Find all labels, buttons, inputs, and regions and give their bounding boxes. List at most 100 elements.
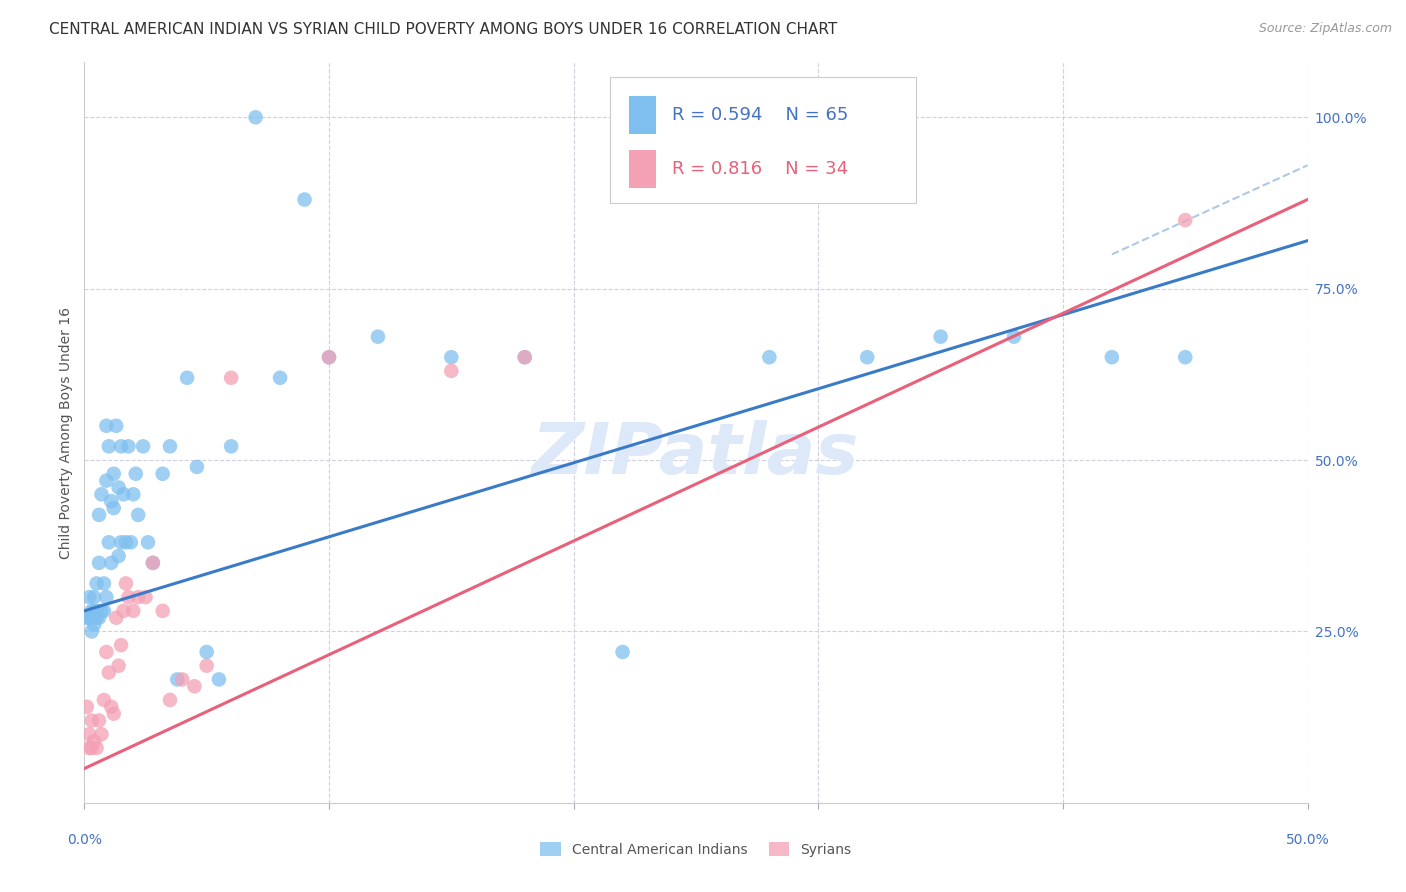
Point bbox=[103, 467, 125, 481]
Point bbox=[100, 494, 122, 508]
Point bbox=[245, 110, 267, 124]
Point bbox=[513, 350, 536, 364]
Point bbox=[77, 590, 100, 604]
Point bbox=[110, 535, 132, 549]
Point bbox=[93, 604, 115, 618]
FancyBboxPatch shape bbox=[628, 150, 655, 187]
Point bbox=[80, 604, 103, 618]
Point bbox=[87, 508, 110, 522]
Text: 50.0%: 50.0% bbox=[1285, 833, 1330, 847]
Point bbox=[97, 535, 120, 549]
Point bbox=[136, 535, 159, 549]
Point bbox=[513, 350, 536, 364]
Point bbox=[318, 350, 340, 364]
Point bbox=[152, 467, 174, 481]
Point bbox=[83, 604, 105, 618]
Point bbox=[135, 590, 157, 604]
Point bbox=[100, 556, 122, 570]
Point bbox=[80, 714, 103, 728]
Point bbox=[183, 679, 205, 693]
Point bbox=[219, 371, 242, 385]
Point bbox=[93, 576, 115, 591]
Point bbox=[166, 673, 188, 687]
Point bbox=[86, 576, 108, 591]
Point bbox=[1174, 350, 1197, 364]
Point bbox=[90, 487, 112, 501]
Point bbox=[97, 439, 120, 453]
FancyBboxPatch shape bbox=[628, 96, 655, 135]
Point bbox=[90, 604, 112, 618]
Point bbox=[172, 673, 194, 687]
Point bbox=[86, 741, 108, 756]
Point bbox=[112, 604, 135, 618]
Point bbox=[758, 350, 780, 364]
Point bbox=[122, 487, 145, 501]
Point bbox=[93, 693, 115, 707]
Point bbox=[112, 487, 135, 501]
Text: ZIPatlas: ZIPatlas bbox=[533, 420, 859, 490]
Point bbox=[117, 590, 139, 604]
Point bbox=[83, 734, 105, 748]
Point bbox=[142, 556, 165, 570]
Text: R = 0.816    N = 34: R = 0.816 N = 34 bbox=[672, 160, 848, 178]
Point bbox=[96, 645, 118, 659]
Point bbox=[76, 610, 98, 624]
Point bbox=[612, 645, 634, 659]
Point bbox=[77, 610, 100, 624]
Point bbox=[87, 610, 110, 624]
Point bbox=[1174, 213, 1197, 227]
Point bbox=[105, 610, 128, 624]
Point bbox=[127, 590, 149, 604]
Point bbox=[100, 699, 122, 714]
Point bbox=[115, 535, 138, 549]
Point bbox=[105, 418, 128, 433]
Point bbox=[110, 439, 132, 453]
Point bbox=[103, 501, 125, 516]
Point bbox=[367, 329, 389, 343]
Point bbox=[96, 590, 118, 604]
Point bbox=[125, 467, 148, 481]
Point bbox=[77, 727, 100, 741]
Point bbox=[90, 727, 112, 741]
Point bbox=[159, 439, 181, 453]
Point bbox=[1101, 350, 1123, 364]
Point bbox=[86, 610, 108, 624]
Point bbox=[107, 549, 129, 563]
Point bbox=[115, 576, 138, 591]
Point bbox=[83, 617, 105, 632]
Point bbox=[97, 665, 120, 680]
Legend: Central American Indians, Syrians: Central American Indians, Syrians bbox=[534, 837, 858, 863]
Point bbox=[269, 371, 291, 385]
Point bbox=[87, 556, 110, 570]
Point bbox=[103, 706, 125, 721]
Point bbox=[87, 714, 110, 728]
Point bbox=[132, 439, 155, 453]
Point bbox=[122, 604, 145, 618]
Text: 0.0%: 0.0% bbox=[67, 833, 101, 847]
Point bbox=[117, 439, 139, 453]
FancyBboxPatch shape bbox=[610, 78, 917, 203]
Point bbox=[80, 624, 103, 639]
Point bbox=[1002, 329, 1025, 343]
Point bbox=[76, 699, 98, 714]
Point bbox=[440, 350, 463, 364]
Point bbox=[120, 535, 142, 549]
Point bbox=[80, 741, 103, 756]
Point bbox=[80, 610, 103, 624]
Text: Source: ZipAtlas.com: Source: ZipAtlas.com bbox=[1258, 22, 1392, 36]
Point bbox=[318, 350, 340, 364]
Point bbox=[195, 658, 218, 673]
Point bbox=[219, 439, 242, 453]
Point bbox=[159, 693, 181, 707]
Point bbox=[208, 673, 231, 687]
Point bbox=[96, 474, 118, 488]
Text: CENTRAL AMERICAN INDIAN VS SYRIAN CHILD POVERTY AMONG BOYS UNDER 16 CORRELATION : CENTRAL AMERICAN INDIAN VS SYRIAN CHILD … bbox=[49, 22, 838, 37]
Point bbox=[929, 329, 952, 343]
Point bbox=[77, 741, 100, 756]
Point bbox=[107, 658, 129, 673]
Point bbox=[294, 193, 316, 207]
Point bbox=[96, 418, 118, 433]
Point bbox=[86, 604, 108, 618]
Point bbox=[186, 459, 208, 474]
Point bbox=[110, 638, 132, 652]
